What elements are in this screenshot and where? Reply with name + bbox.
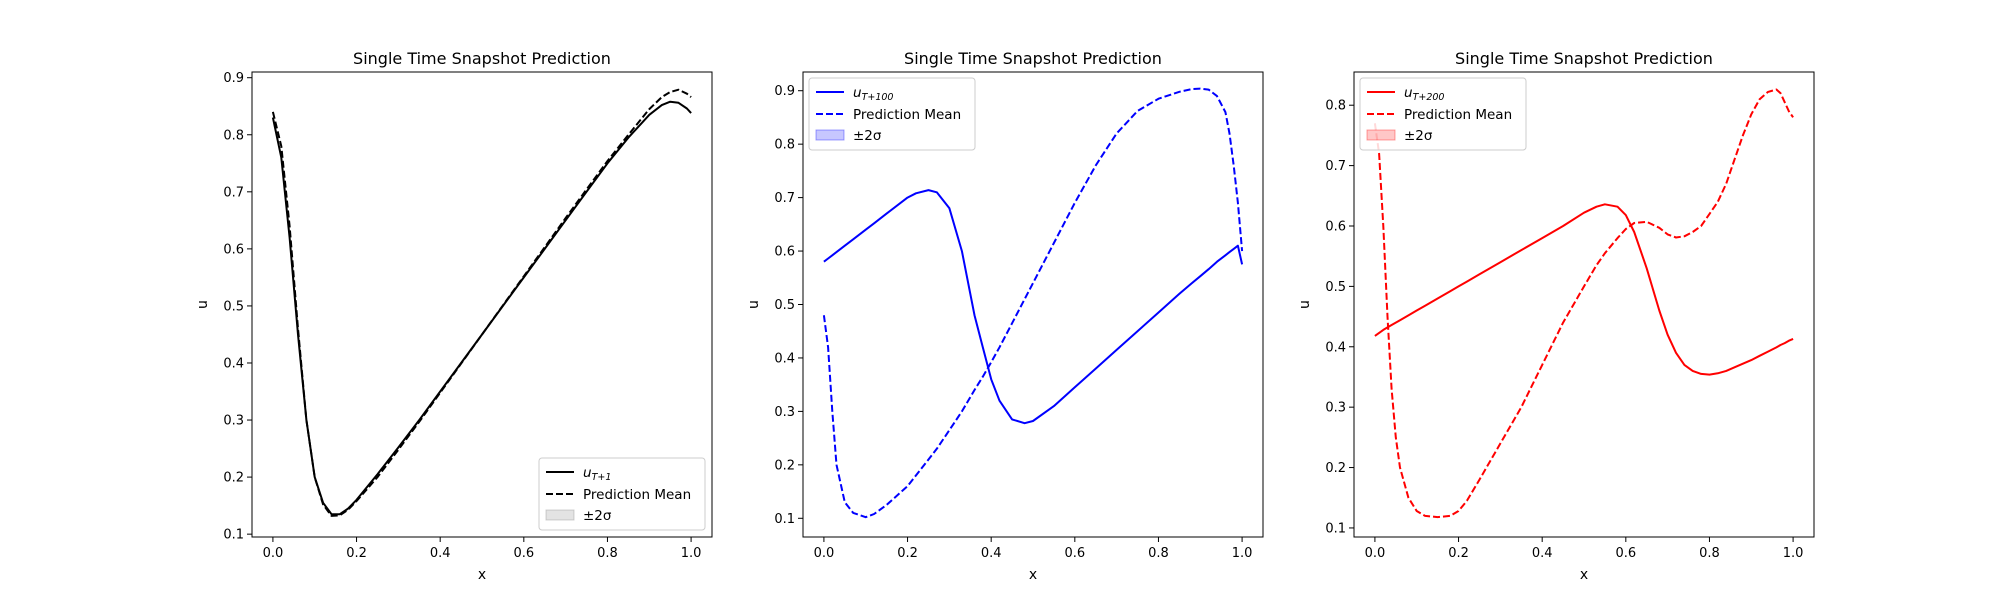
x-tick-label: 0.2 (346, 546, 367, 561)
y-tick-label: 0.6 (223, 242, 244, 257)
y-tick-label: 0.1 (1325, 521, 1346, 536)
x-tick-label: 0.0 (814, 546, 835, 561)
chart-title: Single Time Snapshot Prediction (1455, 49, 1713, 68)
legend-box (1359, 77, 1527, 151)
x-tick-label: 0.6 (1064, 546, 1085, 561)
legend-mean-label: Prediction Mean (853, 107, 961, 123)
x-tick-label: 1.0 (1232, 546, 1253, 561)
prediction-mean-line (822, 87, 1244, 519)
x-tick-label: 0.2 (1448, 546, 1469, 561)
y-tick-label: 0.6 (1325, 219, 1346, 234)
y-axis-label: u (1297, 300, 1313, 309)
chart-title: Single Time Snapshot Prediction (353, 49, 611, 68)
y-tick-label: 0.2 (1325, 461, 1346, 476)
legend-box (538, 457, 706, 531)
x-tick-label: 0.0 (263, 546, 284, 561)
legend: uT+100 Prediction Mean ±2σ (808, 77, 976, 151)
x-axis-label: x (1029, 567, 1037, 583)
prediction-mean-line (271, 88, 692, 517)
x-axis-label: x (478, 567, 486, 583)
chart-title: Single Time Snapshot Prediction (904, 49, 1162, 68)
legend-band-swatch (815, 129, 845, 141)
x-tick-label: 0.8 (1699, 546, 1720, 561)
legend-band-swatch (545, 509, 575, 521)
y-tick-label: 0.3 (223, 414, 244, 429)
legend-band-swatch (1366, 129, 1396, 141)
x-tick-label: 1.0 (1783, 546, 1804, 561)
legend-box (808, 77, 976, 151)
y-tick-label: 0.8 (223, 128, 244, 143)
x-tick-label: 0.4 (430, 546, 451, 561)
legend: uT+200 Prediction Mean ±2σ (1359, 77, 1527, 151)
x-tick-label: 0.2 (897, 546, 918, 561)
y-tick-label: 0.9 (223, 71, 244, 86)
legend-band-label: ±2σ (1404, 128, 1433, 144)
chart-panel-3: Single Time Snapshot Prediction 0.0 0.2 0.4… (1297, 49, 1815, 583)
y-axis-label: u (195, 300, 211, 309)
x-axis-label: x (1580, 567, 1588, 583)
x-tick-label: 0.6 (1615, 546, 1636, 561)
y-tick-label: 0.5 (774, 298, 795, 313)
y-tick-label: 0.7 (1325, 159, 1346, 174)
y-tick-label: 0.5 (1325, 280, 1346, 295)
legend-band-label: ±2σ (853, 128, 882, 144)
chart-panel-1: Single Time Snapshot Prediction 0.0 0.2 0.4… (195, 49, 713, 583)
y-tick-label: 0.9 (774, 84, 795, 99)
y-tick-label: 0.4 (774, 351, 795, 366)
x-tick-label: 0.0 (1365, 546, 1386, 561)
truth-series-line (823, 189, 1244, 425)
y-tick-label: 0.8 (774, 138, 795, 153)
legend-truth-label: uT+100 (853, 85, 893, 103)
y-tick-label: 0.1 (774, 512, 795, 527)
x-tick-label: 0.6 (513, 546, 534, 561)
legend: uT+1 Prediction Mean ±2σ (538, 457, 706, 531)
y-tick-label: 0.2 (223, 471, 244, 486)
x-tick-label: 0.8 (597, 546, 618, 561)
y-tick-label: 0.6 (774, 245, 795, 260)
legend-mean-label: Prediction Mean (583, 487, 691, 503)
legend-band-label: ±2σ (583, 508, 612, 524)
legend-truth-label: uT+1 (583, 465, 611, 483)
y-tick-label: 0.5 (223, 299, 244, 314)
y-tick-label: 0.7 (223, 185, 244, 200)
y-tick-label: 0.4 (1325, 340, 1346, 355)
legend-truth-label: uT+200 (1404, 85, 1444, 103)
legend-mean-label: Prediction Mean (1404, 107, 1512, 123)
y-axis-label: u (746, 300, 762, 309)
y-tick-label: 0.8 (1325, 99, 1346, 114)
x-tick-label: 0.4 (981, 546, 1002, 561)
y-tick-label: 0.7 (774, 191, 795, 206)
y-tick-label: 0.4 (223, 356, 244, 371)
y-tick-label: 0.3 (774, 405, 795, 420)
x-tick-label: 0.4 (1532, 546, 1553, 561)
x-tick-label: 0.8 (1148, 546, 1169, 561)
y-tick-label: 0.3 (1325, 401, 1346, 416)
prediction-mean-line (1373, 88, 1794, 519)
chart-panel-2: Single Time Snapshot Prediction 0.0 0.2 0.4… (746, 49, 1264, 583)
truth-series-line (1374, 203, 1794, 376)
x-tick-label: 1.0 (681, 546, 702, 561)
y-tick-label: 0.2 (774, 458, 795, 473)
y-tick-label: 0.1 (223, 528, 244, 543)
